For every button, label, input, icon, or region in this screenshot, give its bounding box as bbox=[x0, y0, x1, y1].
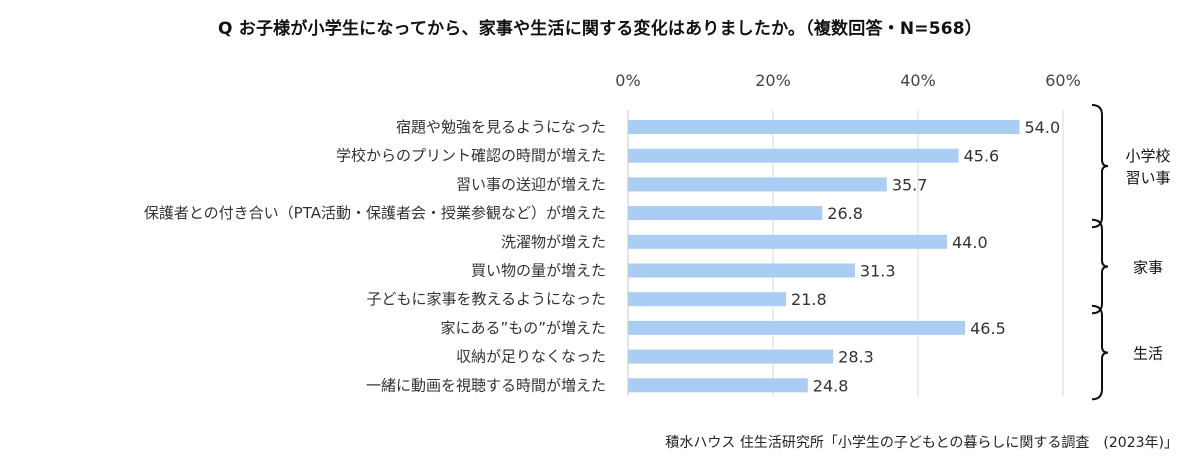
data-label: 26.8 bbox=[827, 204, 863, 223]
category-label: 習い事の送迎が増えた bbox=[456, 175, 606, 193]
bar bbox=[628, 349, 834, 364]
x-tick-label: 60% bbox=[1045, 71, 1081, 90]
x-tick-label: 0% bbox=[615, 71, 640, 90]
data-label: 35.7 bbox=[892, 175, 928, 194]
category-label: 家にある”もの”が増えた bbox=[440, 319, 606, 337]
bar bbox=[628, 177, 887, 192]
bar bbox=[628, 378, 808, 393]
data-label: 28.3 bbox=[838, 348, 874, 367]
category-label: 洗濯物が増えた bbox=[501, 233, 606, 251]
group-label: 家事 bbox=[1133, 259, 1163, 277]
group-bracket bbox=[1091, 104, 1109, 229]
data-label: 31.3 bbox=[860, 262, 896, 281]
x-tick-label: 20% bbox=[755, 71, 791, 90]
bar bbox=[628, 234, 947, 249]
chart-title: Q お子様が小学生になってから、家事や生活に関する変化はありましたか。（複数回答… bbox=[217, 19, 983, 39]
group-bracket bbox=[1091, 304, 1109, 401]
bar bbox=[628, 148, 959, 163]
group-label: 習い事 bbox=[1125, 169, 1170, 187]
bar bbox=[628, 120, 1020, 134]
group-label: 小学校 bbox=[1125, 147, 1170, 165]
data-label: 44.0 bbox=[952, 233, 988, 252]
data-label: 46.5 bbox=[970, 319, 1006, 338]
category-label: 保護者との付き合い（PTA活動・保護者会・授業参観など）が増えた bbox=[144, 204, 606, 222]
data-label: 54.0 bbox=[1025, 118, 1061, 137]
category-label: 収納が足りなくなった bbox=[456, 348, 606, 366]
group-label: 生活 bbox=[1133, 345, 1163, 363]
category-label: 子どもに家事を教えるようになった bbox=[366, 290, 606, 308]
category-label: 学校からのプリント確認の時間が増えた bbox=[336, 147, 606, 165]
data-label: 21.8 bbox=[791, 290, 827, 309]
data-label: 45.6 bbox=[964, 147, 1000, 166]
bar bbox=[628, 206, 823, 221]
category-label: 一緒に動画を視聴する時間が増えた bbox=[366, 376, 606, 394]
data-label: 24.8 bbox=[813, 376, 849, 395]
bar bbox=[628, 263, 855, 278]
bar bbox=[628, 320, 966, 335]
bar bbox=[628, 292, 787, 307]
x-tick-label: 40% bbox=[900, 71, 936, 90]
category-label: 買い物の量が増えた bbox=[471, 262, 606, 280]
category-label: 宿題や勉強を見るようになった bbox=[396, 118, 606, 136]
source-note: 積水ハウス 住生活研究所「小学生の子どもとの暮らしに関する調査 (2023年)」 bbox=[665, 435, 1178, 451]
group-bracket bbox=[1091, 218, 1109, 315]
